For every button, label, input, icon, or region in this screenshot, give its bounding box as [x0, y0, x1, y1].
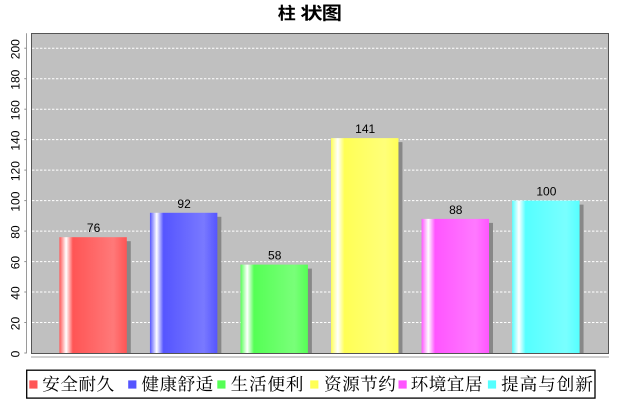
svg-text:40: 40: [8, 286, 22, 300]
svg-text:58: 58: [268, 249, 282, 263]
svg-text:200: 200: [8, 39, 22, 59]
svg-text:100: 100: [8, 191, 22, 211]
svg-text:80: 80: [8, 225, 22, 239]
svg-text:141: 141: [355, 122, 375, 136]
svg-text:160: 160: [8, 100, 22, 120]
svg-text:100: 100: [536, 185, 556, 199]
svg-text:60: 60: [8, 256, 22, 270]
svg-text:0: 0: [8, 350, 22, 357]
svg-text:92: 92: [177, 197, 191, 211]
svg-text:180: 180: [8, 69, 22, 89]
svg-text:76: 76: [87, 221, 101, 235]
svg-text:88: 88: [449, 203, 463, 217]
svg-text:120: 120: [8, 161, 22, 181]
svg-text:140: 140: [8, 130, 22, 150]
svg-text:20: 20: [8, 317, 22, 331]
